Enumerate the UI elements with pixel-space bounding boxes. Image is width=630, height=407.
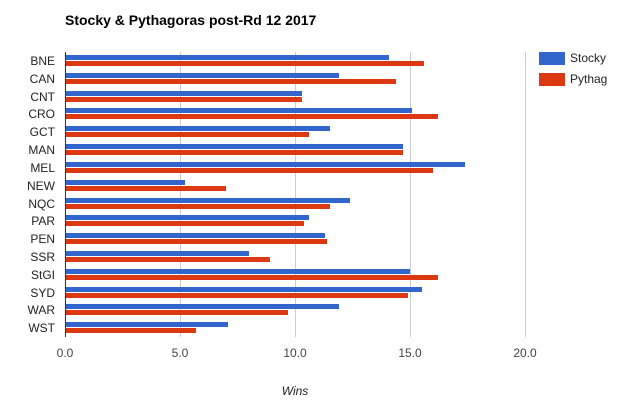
legend-swatch-pythag xyxy=(539,73,565,86)
y-axis-label: WST xyxy=(28,321,55,336)
gridline xyxy=(295,52,296,337)
y-axis-label: PEN xyxy=(30,232,55,247)
bar-pythag-gct[interactable] xyxy=(65,132,309,138)
x-axis-tick-label: 10.0 xyxy=(283,346,307,360)
y-axis-label: StGI xyxy=(30,267,55,282)
x-axis-tick-label: 5.0 xyxy=(171,346,189,360)
bar-group-pen xyxy=(65,230,525,248)
bar-group-syd xyxy=(65,284,525,302)
bar-stocky-syd[interactable] xyxy=(65,286,422,292)
bar-group-can xyxy=(65,70,525,88)
bar-stocky-mel[interactable] xyxy=(65,161,466,167)
y-axis-label: PAR xyxy=(31,214,55,229)
legend-label-stocky: Stocky xyxy=(570,51,607,65)
bar-stocky-new[interactable] xyxy=(65,179,185,185)
x-axis-tick-label: 15.0 xyxy=(398,346,422,360)
y-axis-line xyxy=(65,52,66,337)
bar-group-man xyxy=(65,141,525,159)
bar-pythag-new[interactable] xyxy=(65,185,226,191)
y-axis-label: SSR xyxy=(30,249,55,264)
x-axis-title: Wins xyxy=(281,384,309,398)
bar-pythag-mel[interactable] xyxy=(65,167,433,173)
bar-pythag-nqc[interactable] xyxy=(65,203,330,209)
legend-label-pythag: Pythag xyxy=(570,72,608,86)
legend-divider xyxy=(525,52,526,337)
bar-stocky-man[interactable] xyxy=(65,144,404,150)
bar-group-ssr xyxy=(65,248,525,266)
bar-group-cro xyxy=(65,105,525,123)
y-axis-label: SYD xyxy=(30,285,55,300)
bar-stocky-war[interactable] xyxy=(65,304,339,310)
y-axis-label: GCT xyxy=(29,125,55,140)
bar-group-nqc xyxy=(65,195,525,213)
bar-pythag-bne[interactable] xyxy=(65,61,424,66)
x-axis-tick-label: 0.0 xyxy=(56,346,74,360)
bar-group-wst xyxy=(65,319,525,337)
y-axis-label: WAR xyxy=(27,303,55,318)
bar-pythag-can[interactable] xyxy=(65,78,397,84)
y-axis-label: BNE xyxy=(30,54,55,68)
bar-pythag-wst[interactable] xyxy=(65,328,197,334)
y-axis-label: CNT xyxy=(30,89,55,104)
bar-pythag-man[interactable] xyxy=(65,150,404,156)
bar-stocky-nqc[interactable] xyxy=(65,197,351,203)
legend-swatch-stocky xyxy=(539,52,565,65)
bar-stocky-stgi[interactable] xyxy=(65,268,410,274)
y-axis-label: CRO xyxy=(28,107,55,122)
bar-stocky-wst[interactable] xyxy=(65,322,229,328)
bar-group-cnt xyxy=(65,88,525,106)
y-axis-label: NEW xyxy=(27,178,55,193)
bar-stocky-pen[interactable] xyxy=(65,233,325,239)
gridline xyxy=(180,52,181,337)
bar-group-gct xyxy=(65,123,525,141)
bar-group-par xyxy=(65,212,525,230)
bar-stocky-bne[interactable] xyxy=(65,55,390,60)
y-axis-label: MEL xyxy=(30,160,55,175)
bar-stocky-cnt[interactable] xyxy=(65,90,302,96)
bar-pythag-ssr[interactable] xyxy=(65,256,270,262)
chart-title: Stocky & Pythagoras post-Rd 12 2017 xyxy=(65,12,317,28)
bar-group-war xyxy=(65,301,525,319)
x-axis-tick-label: 20.0 xyxy=(513,346,537,360)
y-axis-label: MAN xyxy=(28,143,55,158)
bar-pythag-par[interactable] xyxy=(65,221,305,227)
y-axis-label: CAN xyxy=(29,71,55,86)
bar-stocky-ssr[interactable] xyxy=(65,250,249,256)
y-axis-label: NQC xyxy=(28,196,55,211)
gridline xyxy=(410,52,411,337)
bar-pythag-syd[interactable] xyxy=(65,292,408,298)
bar-pythag-cro[interactable] xyxy=(65,114,438,120)
bar-pythag-cnt[interactable] xyxy=(65,96,302,102)
bar-stocky-can[interactable] xyxy=(65,72,339,78)
bar-group-stgi xyxy=(65,266,525,284)
bar-stocky-gct[interactable] xyxy=(65,126,330,132)
bar-group-new xyxy=(65,177,525,195)
bar-group-mel xyxy=(65,159,525,177)
bar-pythag-war[interactable] xyxy=(65,310,289,316)
plot-area xyxy=(65,52,526,337)
bar-pythag-stgi[interactable] xyxy=(65,274,438,280)
bar-group-bne xyxy=(65,52,525,70)
bar-pythag-pen[interactable] xyxy=(65,239,328,245)
bar-stocky-par[interactable] xyxy=(65,215,309,221)
bar-stocky-cro[interactable] xyxy=(65,108,413,114)
